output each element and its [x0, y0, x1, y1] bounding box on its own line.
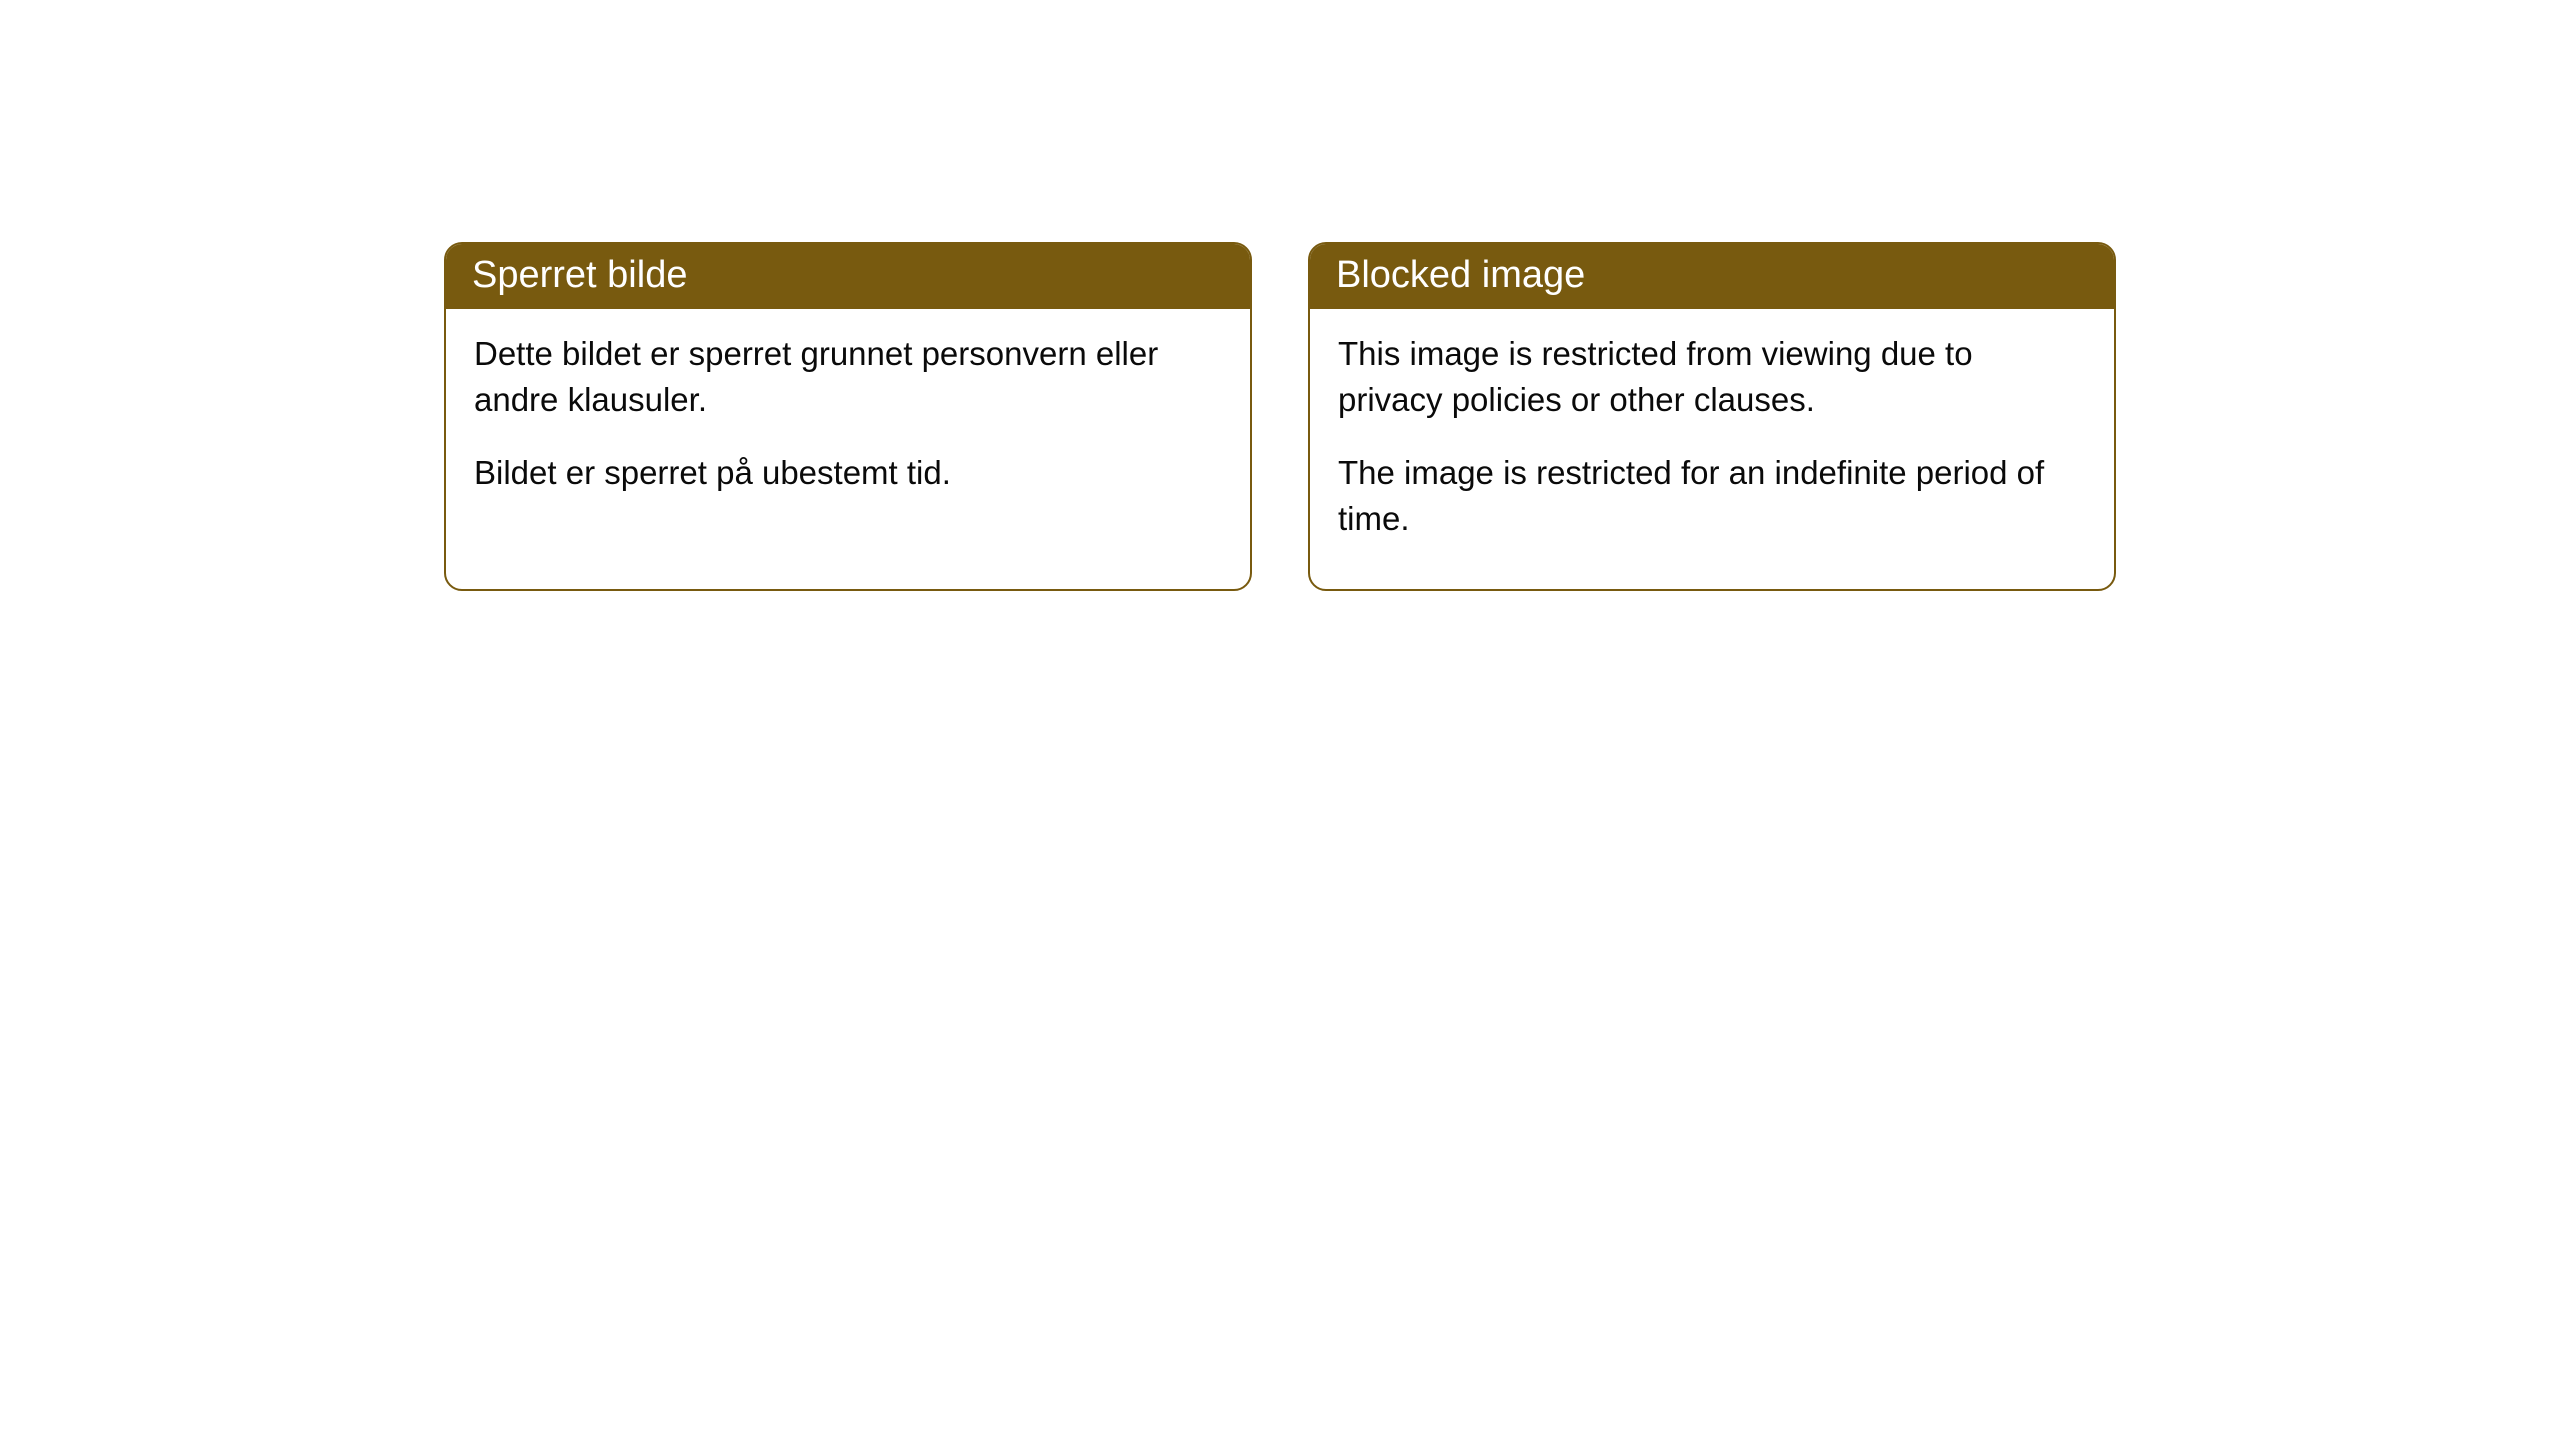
- card-paragraph: Dette bildet er sperret grunnet personve…: [474, 331, 1222, 422]
- blocked-image-card-english: Blocked image This image is restricted f…: [1308, 242, 2116, 591]
- card-header: Blocked image: [1310, 244, 2114, 309]
- card-paragraph: Bildet er sperret på ubestemt tid.: [474, 450, 1222, 496]
- card-body: Dette bildet er sperret grunnet personve…: [446, 309, 1250, 544]
- card-paragraph: The image is restricted for an indefinit…: [1338, 450, 2086, 541]
- blocked-image-card-norwegian: Sperret bilde Dette bildet er sperret gr…: [444, 242, 1252, 591]
- card-header: Sperret bilde: [446, 244, 1250, 309]
- cards-container: Sperret bilde Dette bildet er sperret gr…: [0, 0, 2560, 591]
- card-body: This image is restricted from viewing du…: [1310, 309, 2114, 589]
- card-paragraph: This image is restricted from viewing du…: [1338, 331, 2086, 422]
